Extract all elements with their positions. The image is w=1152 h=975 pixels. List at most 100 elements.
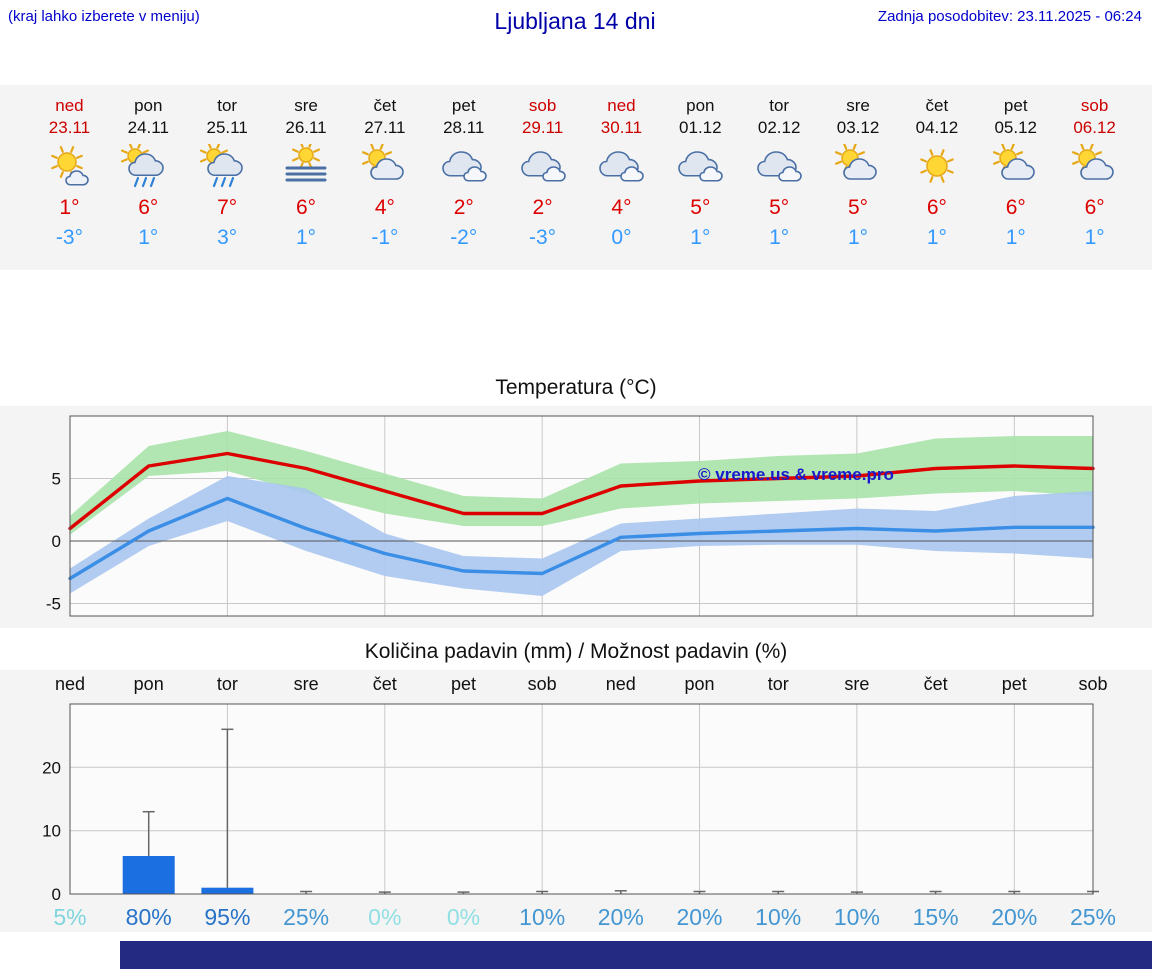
day-name: sre <box>846 96 870 115</box>
day-name: pet <box>451 96 476 115</box>
day-name: pet <box>1003 96 1028 115</box>
precip-probability-label: 10% <box>755 904 801 930</box>
day-name: čet <box>925 96 949 115</box>
page-header: (kraj lahko izberete v meniju) Ljubljana… <box>0 0 1152 45</box>
precip-probability-label: 15% <box>913 904 959 930</box>
fog-sun-icon <box>267 144 346 192</box>
day-date: 02.12 <box>757 118 801 137</box>
precip-probability-label: 80% <box>126 904 172 930</box>
day-date: 06.12 <box>1073 118 1116 137</box>
svg-text:ned: ned <box>55 674 85 694</box>
day-cell[interactable]: ned 23.11 1° -3° <box>30 95 109 270</box>
sun-cloud-icon <box>976 144 1055 192</box>
sun-cloud-icon <box>1055 144 1134 192</box>
day-cell[interactable]: pon 24.11 6° 1° <box>109 95 188 270</box>
svg-text:10: 10 <box>42 822 61 841</box>
day-cell[interactable]: pet 28.11 2° -2° <box>424 95 503 270</box>
day-low-temp: 3° <box>217 226 238 249</box>
day-high-temp: 7° <box>217 196 238 219</box>
clouds-icon <box>661 144 740 192</box>
day-cell[interactable]: sre 03.12 5° 1° <box>819 95 898 270</box>
day-cell[interactable]: sre 26.11 6° 1° <box>267 95 346 270</box>
day-name: ned <box>607 96 636 115</box>
day-low-temp: 1° <box>295 226 317 249</box>
sun-small-cloud-icon <box>30 144 109 192</box>
day-cell[interactable]: sob 06.12 6° 1° <box>1055 95 1134 270</box>
day-low-temp: 1° <box>926 226 947 249</box>
day-cell[interactable]: pet 05.12 6° 1° <box>976 95 1055 270</box>
day-low-temp: 1° <box>138 226 159 249</box>
precipitation-chart-svg: ned pon tor sre čet pet sob ned pon tor sre čet pet s… <box>42 674 1116 930</box>
svg-text:tor: tor <box>768 674 789 694</box>
day-cell[interactable]: tor 02.12 5° 1° <box>740 95 819 270</box>
footer-bar <box>120 941 1152 969</box>
day-high-temp: 2° <box>453 196 474 219</box>
day-low-temp: 1° <box>1084 226 1105 249</box>
day-name: sob <box>528 96 557 115</box>
day-low-temp: 1° <box>1005 226 1026 249</box>
svg-text:sob: sob <box>1078 674 1107 694</box>
day-date: 30.11 <box>600 118 643 137</box>
day-high-temp: 1° <box>59 196 80 219</box>
precip-probability-label: 20% <box>676 904 722 930</box>
svg-text:0: 0 <box>52 885 61 904</box>
day-date: 25.11 <box>206 118 248 137</box>
day-date: 03.12 <box>836 118 880 137</box>
day-cell[interactable]: čet 04.12 6° 1° <box>897 95 976 270</box>
svg-text:5: 5 <box>52 470 61 489</box>
day-high-temp: 4° <box>611 196 632 219</box>
day-low-temp: -2° <box>450 226 478 249</box>
svg-text:čet: čet <box>373 674 397 694</box>
svg-text:pet: pet <box>1002 674 1027 694</box>
day-high-temp: 5° <box>847 196 869 219</box>
svg-text:sre: sre <box>294 674 319 694</box>
svg-text:sre: sre <box>844 674 869 694</box>
precip-probability-label: 20% <box>598 904 644 930</box>
svg-text:tor: tor <box>217 674 238 694</box>
precip-probability-label: 10% <box>519 904 565 930</box>
precip-probability-label: 10% <box>834 904 880 930</box>
day-high-temp: 5° <box>690 196 711 219</box>
day-date: 01.12 <box>679 118 722 137</box>
precip-probability-label: 0% <box>368 904 401 930</box>
page-title: Ljubljana 14 dni <box>494 8 656 34</box>
day-low-temp: -3° <box>529 226 557 249</box>
precip-probability-label: 5% <box>53 904 86 930</box>
precip-probability-label: 0% <box>447 904 480 930</box>
precip-probability-label: 25% <box>1070 904 1116 930</box>
sun-cloud-icon <box>345 144 424 192</box>
day-cell[interactable]: pon 01.12 5° 1° <box>661 95 740 270</box>
day-high-temp: 5° <box>769 196 790 219</box>
day-high-temp: 6° <box>138 196 159 219</box>
days-strip: ned 23.11 1° -3° pon 24.11 6° 1° tor 25.11 7° 3° sre… <box>0 85 1152 270</box>
sun-cloud-icon <box>819 144 898 192</box>
day-name: čet <box>373 96 397 115</box>
day-cell[interactable]: čet 27.11 4° -1° <box>345 95 424 270</box>
day-low-temp: 1° <box>769 226 790 249</box>
day-cell[interactable]: ned 30.11 4° 0° <box>582 95 661 270</box>
day-name: sre <box>294 96 318 115</box>
svg-text:sob: sob <box>528 674 557 694</box>
day-high-temp: 6° <box>1005 196 1026 219</box>
day-low-temp: -3° <box>55 226 83 249</box>
temperature-chart-title: Temperatura (°C) <box>495 376 657 399</box>
svg-text:0: 0 <box>52 532 61 551</box>
day-date: 23.11 <box>48 118 91 137</box>
day-date: 05.12 <box>994 118 1038 137</box>
day-name: pon <box>134 96 163 115</box>
svg-text:čet: čet <box>924 674 948 694</box>
day-cell[interactable]: sob 29.11 2° -3° <box>503 95 582 270</box>
temperature-chart-svg: -5 0 5 © vreme.us & vreme.pro <box>46 415 1095 617</box>
day-date: 24.11 <box>127 118 169 137</box>
clouds-icon <box>740 144 819 192</box>
precipitation-chart: ned pon tor sre čet pet sob ned pon tor sre čet pet s… <box>0 670 1152 932</box>
svg-text:pet: pet <box>451 674 476 694</box>
precip-probability-label: 95% <box>204 904 250 930</box>
day-high-temp: 2° <box>532 196 553 219</box>
clouds-icon <box>503 144 582 192</box>
location-menu-hint: (kraj lahko izberete v meniju) <box>8 8 200 25</box>
day-date: 28.11 <box>443 118 485 137</box>
day-cell[interactable]: tor 25.11 7° 3° <box>188 95 267 270</box>
svg-text:ned: ned <box>606 674 636 694</box>
day-low-temp: 0° <box>611 226 632 249</box>
